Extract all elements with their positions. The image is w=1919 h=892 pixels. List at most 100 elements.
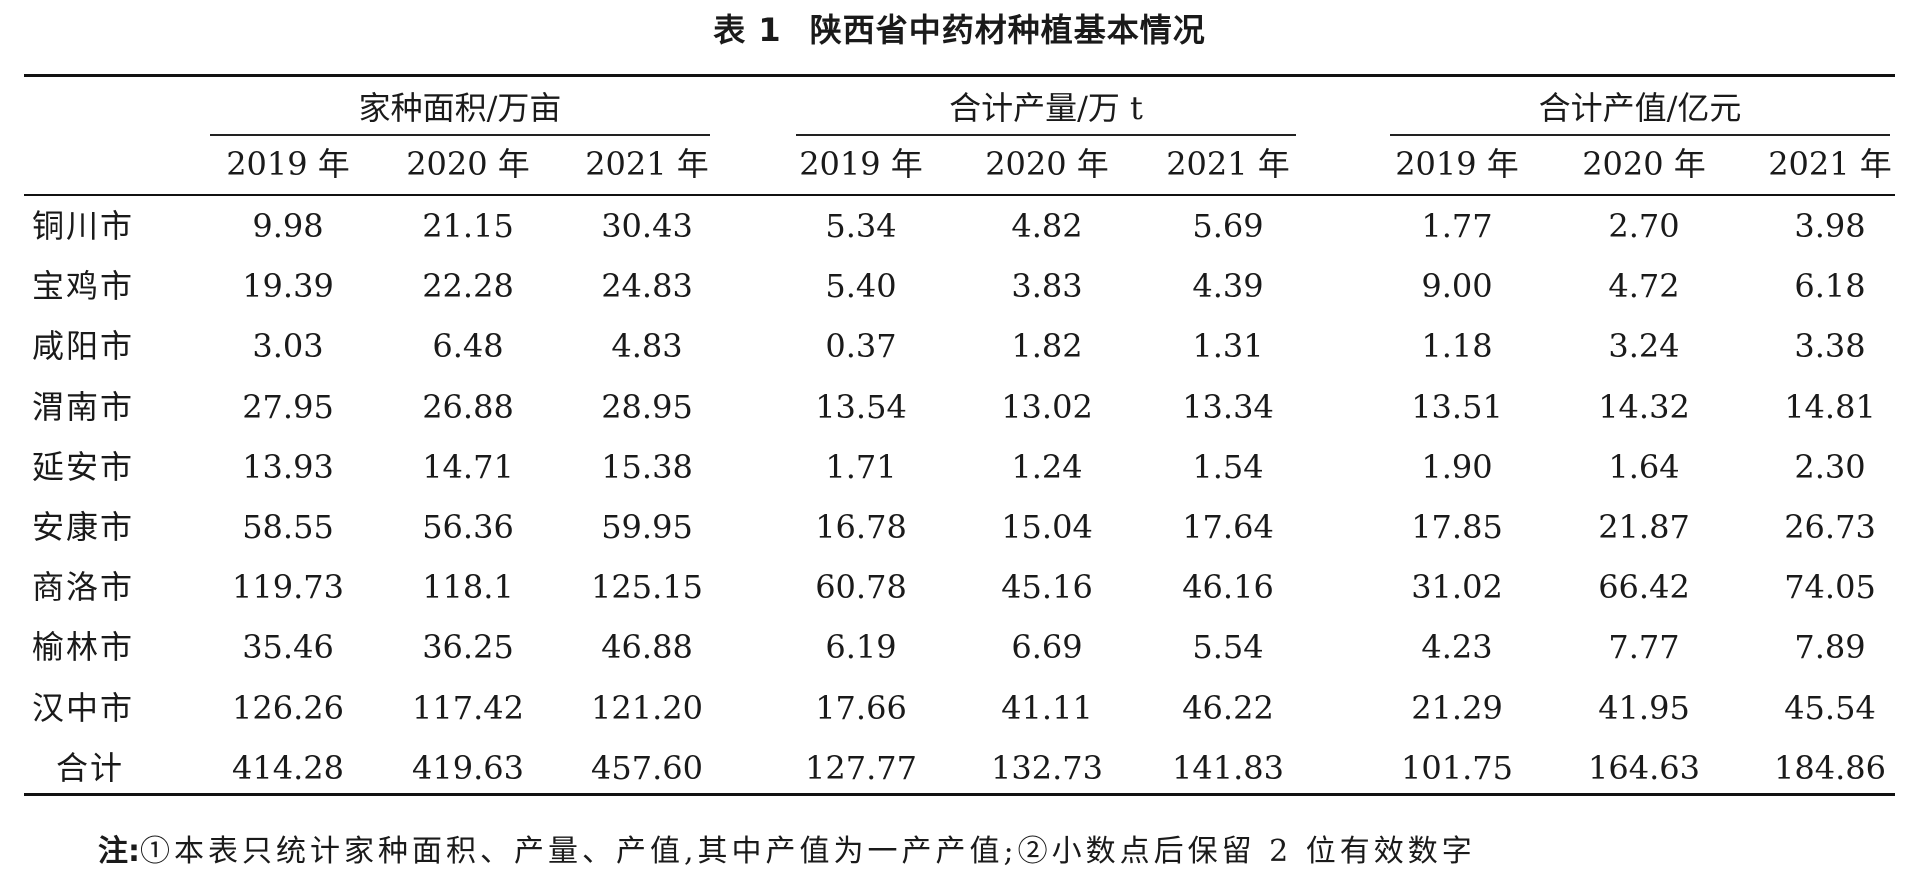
year-header: 2021 年 [1768, 145, 1892, 183]
table-row: 榆林市 35.46 36.25 46.88 6.19 6.69 5.54 4.23 7.77 7.… [0, 617, 1919, 677]
year-header: 2019 年 [1395, 145, 1519, 183]
table-cell: 7.89 [1794, 628, 1866, 667]
table-cell: 31.02 [1411, 568, 1503, 607]
table-cell: 26.88 [422, 387, 514, 426]
table-cell: 4.72 [1608, 267, 1680, 306]
table-cell: 36.25 [422, 628, 514, 667]
table-cell: 5.40 [825, 267, 897, 306]
year-header: 2021 年 [585, 145, 709, 183]
table-cell: 1.24 [1011, 447, 1083, 486]
table-cell: 3.98 [1794, 207, 1866, 245]
table-cell: 14.71 [422, 447, 514, 486]
table-row: 合计 414.28 419.63 457.60 127.77 132.73 141.83 10… [0, 738, 1919, 798]
table-note: 注:①本表只统计家种面积、产量、产值,其中产值为一产产值;②小数点后保留 2 位… [98, 830, 1476, 874]
table-cell: 15.38 [601, 447, 693, 486]
table-cell: 4.39 [1192, 267, 1264, 306]
note-text: ①本表只统计家种面积、产量、产值,其中产值为一产产值;②小数点后保留 2 位有效… [140, 834, 1476, 869]
group-rule-output [796, 134, 1296, 136]
table-cell: 21.29 [1411, 688, 1503, 727]
table-cell: 4.23 [1421, 628, 1493, 667]
table-cell: 3.38 [1794, 327, 1866, 366]
table-cell: 13.34 [1182, 387, 1274, 426]
table-number: 表 1 [713, 11, 782, 49]
table-cell: 46.22 [1182, 688, 1274, 727]
table-cell: 1.54 [1192, 447, 1264, 486]
city-name: 延安市 [32, 447, 135, 486]
table-cell: 26.73 [1784, 508, 1876, 546]
table-cell: 45.16 [1001, 568, 1093, 607]
table-cell: 13.93 [242, 447, 334, 486]
table-title: 陕西省中药材种植基本情况 [809, 11, 1206, 49]
table-cell: 132.73 [991, 748, 1103, 787]
table-cell: 13.51 [1411, 387, 1503, 426]
table-cell: 1.90 [1421, 447, 1493, 486]
table-cell: 117.42 [412, 688, 524, 727]
group-header-output: 合计产量/万 t [949, 89, 1143, 127]
table-cell: 1.18 [1421, 327, 1493, 366]
table-cell: 6.19 [825, 628, 897, 667]
city-name: 商洛市 [32, 568, 135, 607]
table-cell: 66.42 [1598, 568, 1690, 607]
table-cell: 184.86 [1774, 748, 1886, 787]
note-label: 注: [98, 834, 140, 869]
table-cell: 4.83 [611, 327, 683, 366]
table-row: 延安市 13.93 14.71 15.38 1.71 1.24 1.54 1.90 1.64 2.… [0, 437, 1919, 497]
table-cell: 56.36 [422, 508, 514, 546]
group-header-value: 合计产值/亿元 [1538, 89, 1742, 127]
table-cell: 2.30 [1794, 447, 1866, 486]
table-cell: 6.18 [1794, 267, 1866, 306]
table-cell: 15.04 [1001, 508, 1093, 546]
table-cell: 19.39 [242, 267, 334, 306]
table-cell: 126.26 [232, 688, 344, 727]
table-cell: 5.54 [1192, 628, 1264, 667]
table-cell: 127.77 [805, 748, 917, 787]
table-cell: 164.63 [1588, 748, 1700, 787]
table-cell: 74.05 [1784, 568, 1876, 607]
city-name: 宝鸡市 [32, 267, 135, 306]
table-cell: 13.54 [815, 387, 907, 426]
top-rule [24, 74, 1895, 77]
table-cell: 13.02 [1001, 387, 1093, 426]
table-cell: 60.78 [815, 568, 907, 607]
table-row: 汉中市 126.26 117.42 121.20 17.66 41.11 46.22 21.2… [0, 678, 1919, 738]
group-header-area: 家种面积/万亩 [358, 89, 562, 127]
table-cell: 46.16 [1182, 568, 1274, 607]
table-cell: 46.88 [601, 628, 693, 667]
header-rule [24, 194, 1895, 196]
table-cell: 419.63 [412, 748, 524, 787]
table-cell: 3.24 [1608, 327, 1680, 366]
table-cell: 16.78 [815, 508, 907, 546]
table-row: 渭南市 27.95 26.88 28.95 13.54 13.02 13.34 13.51 14… [0, 377, 1919, 437]
table-cell: 30.43 [601, 207, 693, 245]
year-header: 2020 年 [1582, 145, 1706, 183]
table-cell: 21.87 [1598, 508, 1690, 546]
table-cell: 5.34 [825, 207, 897, 245]
table-cell: 1.64 [1608, 447, 1680, 486]
group-rule-value [1390, 134, 1890, 136]
group-rule-area [210, 134, 710, 136]
table-row: 宝鸡市 19.39 22.28 24.83 5.40 3.83 4.39 9.00 4.72 6.… [0, 256, 1919, 316]
table-cell: 21.15 [422, 207, 514, 245]
table-caption: 表 1 陕西省中药材种植基本情况 [0, 8, 1919, 52]
table-cell: 27.95 [242, 387, 334, 426]
table-cell: 125.15 [591, 568, 703, 607]
year-header: 2019 年 [799, 145, 923, 183]
table-cell: 35.46 [242, 628, 334, 667]
table-cell: 17.66 [815, 688, 907, 727]
bottom-rule [24, 793, 1895, 796]
table-cell: 7.77 [1608, 628, 1680, 667]
table-cell: 101.75 [1401, 748, 1513, 787]
table-cell: 414.28 [232, 748, 344, 787]
table-cell: 2.70 [1608, 207, 1680, 245]
table-cell: 3.03 [252, 327, 324, 366]
city-name: 铜川市 [32, 207, 135, 245]
table-cell: 0.37 [825, 327, 897, 366]
table-cell: 1.77 [1421, 207, 1493, 245]
table-row: 商洛市 119.73 118.1 125.15 60.78 45.16 46.16 31.02… [0, 557, 1919, 617]
table-cell: 17.64 [1182, 508, 1274, 546]
table-cell: 58.55 [242, 508, 334, 546]
table-cell: 28.95 [601, 387, 693, 426]
table-cell: 17.85 [1411, 508, 1503, 546]
table-cell: 3.83 [1011, 267, 1083, 306]
table-cell: 1.71 [825, 447, 897, 486]
